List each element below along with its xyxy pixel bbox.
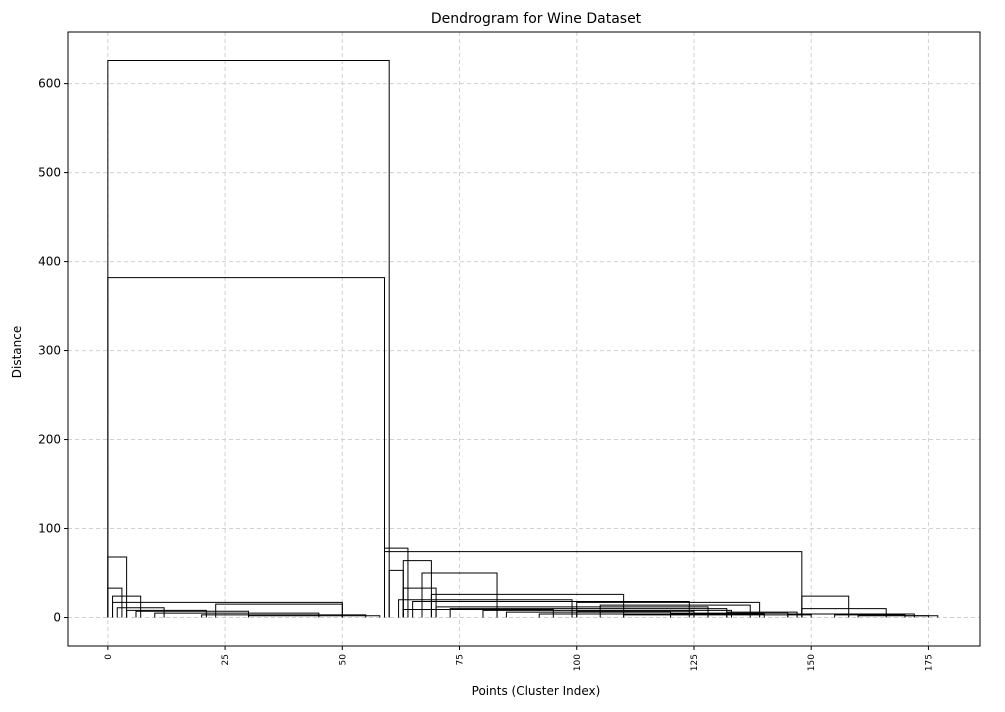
dendrogram-link <box>135 610 250 618</box>
dendrogram-link <box>430 593 625 618</box>
y-tick-label: 100 <box>38 522 61 536</box>
x-tick-label: 75 <box>456 654 466 665</box>
y-tick-label: 500 <box>38 166 61 180</box>
x-tick-label: 125 <box>690 654 700 671</box>
dendrogram-link <box>801 595 850 618</box>
dendrogram-link <box>402 587 437 618</box>
dendrogram-link <box>421 572 498 618</box>
x-tick-label: 175 <box>924 654 934 671</box>
dendrogram-link <box>402 609 554 618</box>
dendrogram-link <box>435 606 709 618</box>
dendrogram-link <box>107 556 128 618</box>
dendrogram-link <box>538 613 765 618</box>
dendrogram-link <box>126 609 207 618</box>
chart-title: Dendrogram for Wine Dataset <box>431 11 642 27</box>
y-tick-label: 400 <box>38 255 61 269</box>
ticks-layer: 0 25 50 75 100 125 150 175 0 100 200 300 400 500 600 <box>38 77 934 672</box>
dendrogram-link <box>857 615 929 618</box>
dendrogram-link <box>801 608 887 618</box>
links-layer <box>107 59 939 618</box>
y-tick-label: 300 <box>38 344 61 358</box>
x-axis-label: Points (Cluster Index) <box>472 684 601 698</box>
x-tick-label: 100 <box>573 654 583 671</box>
dendrogram-link <box>107 277 386 618</box>
y-tick-label: 200 <box>38 433 61 447</box>
x-tick-label: 50 <box>338 654 348 666</box>
dendrogram-link <box>384 547 409 618</box>
y-tick-label: 0 <box>53 611 61 625</box>
x-tick-label: 0 <box>104 654 114 660</box>
x-tick-label: 25 <box>221 654 231 665</box>
dendrogram-link <box>576 610 695 618</box>
dendrogram-link <box>670 612 789 618</box>
y-axis-label: Distance <box>10 326 24 378</box>
x-tick-label: 150 <box>807 654 817 671</box>
plot-frame <box>67 31 981 647</box>
dendrogram-link <box>623 614 812 618</box>
y-tick-label: 600 <box>38 77 61 91</box>
